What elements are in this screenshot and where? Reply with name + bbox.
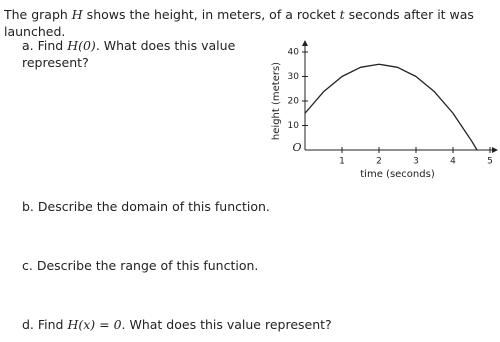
y-tick-label: 10 (288, 121, 300, 131)
text: shows the height, in meters, of a rocket (82, 7, 340, 22)
x-tick-label: 4 (450, 157, 456, 167)
math-text: H (71, 7, 83, 22)
question: b. Describe the domain of this function. (22, 198, 322, 215)
intro: The graph H shows the height, in meters,… (4, 6, 500, 40)
x-tick-label: 1 (339, 157, 345, 167)
x-axis-label: time (seconds) (360, 169, 435, 180)
question: a. Find H(0). What does this value repre… (22, 37, 237, 71)
text: . What does this value represent? (22, 38, 236, 70)
text: The graph (4, 7, 72, 22)
text: d. Find (22, 317, 68, 332)
text: b. Describe the domain of this function. (22, 199, 270, 214)
text: c. Describe the range of this function. (22, 258, 259, 273)
y-tick-label: 20 (288, 97, 300, 107)
text: a. Find (22, 38, 68, 53)
y-tick-label: 30 (288, 72, 300, 82)
question: d. Find H(x) = 0. What does this value r… (22, 316, 422, 333)
y-arrow (302, 40, 308, 46)
x-arrow (492, 147, 498, 153)
x-tick-label: 5 (487, 157, 493, 167)
x-tick-label: 2 (376, 157, 382, 167)
math-text: t (339, 7, 345, 22)
y-axis-label: height (meters) (271, 62, 282, 140)
text: seconds after it was launched. (4, 7, 474, 39)
x-tick-label: 3 (413, 157, 419, 167)
y-tick-label: 40 (288, 48, 300, 58)
math-text: H(x) = 0 (67, 317, 122, 332)
origin-label: O (292, 141, 301, 154)
math-text: H(0) (67, 38, 96, 53)
curve (304, 63, 478, 151)
text: . What does this value represent? (121, 317, 332, 332)
question: c. Describe the range of this function. (22, 257, 322, 274)
